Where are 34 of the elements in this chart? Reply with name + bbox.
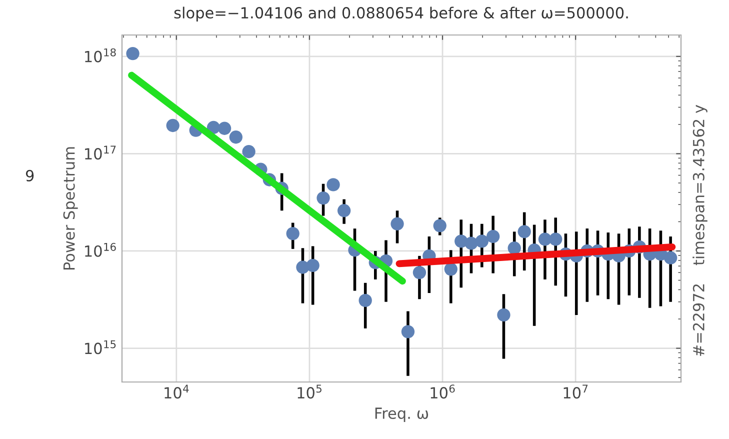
x-tick-label: 10$^{7}$ [564, 384, 588, 399]
text: 9 [26, 170, 34, 182]
point [286, 226, 300, 240]
x-tick-label: 10$^{6}$ [430, 384, 455, 399]
y-axis-title: Power Spectrum [63, 147, 78, 270]
point [518, 225, 531, 238]
y-tick-label: 10$^{18}$ [85, 48, 116, 62]
point [497, 308, 510, 322]
y-tick-label: 10$^{17}$ [85, 146, 116, 160]
point [326, 178, 340, 192]
chart-title: slope=−1.04106 and 0.0880654 before & after ω=500000. [174, 6, 628, 22]
y-tick-label: 10$^{15}$ [85, 340, 116, 354]
point [444, 262, 458, 276]
point [390, 217, 404, 230]
x-axis-title: Freq. ω [375, 408, 428, 422]
point [549, 232, 562, 246]
text: timespan=3.43562 y [692, 104, 708, 266]
point [486, 230, 500, 244]
x-tick-label: 10$^{4}$ [164, 384, 189, 399]
point [401, 325, 415, 338]
point [664, 251, 678, 264]
point [306, 258, 320, 272]
point [337, 204, 351, 218]
point [433, 219, 446, 232]
point [316, 191, 330, 205]
point [508, 242, 521, 255]
y-tick-label: 10$^{16}$ [85, 242, 116, 257]
point [464, 236, 478, 250]
text: #=22972 [692, 284, 704, 356]
x-tick-label: 10$^{5}$ [298, 384, 322, 399]
point [412, 266, 426, 280]
point [475, 234, 488, 248]
point [242, 145, 256, 158]
point [358, 294, 372, 308]
